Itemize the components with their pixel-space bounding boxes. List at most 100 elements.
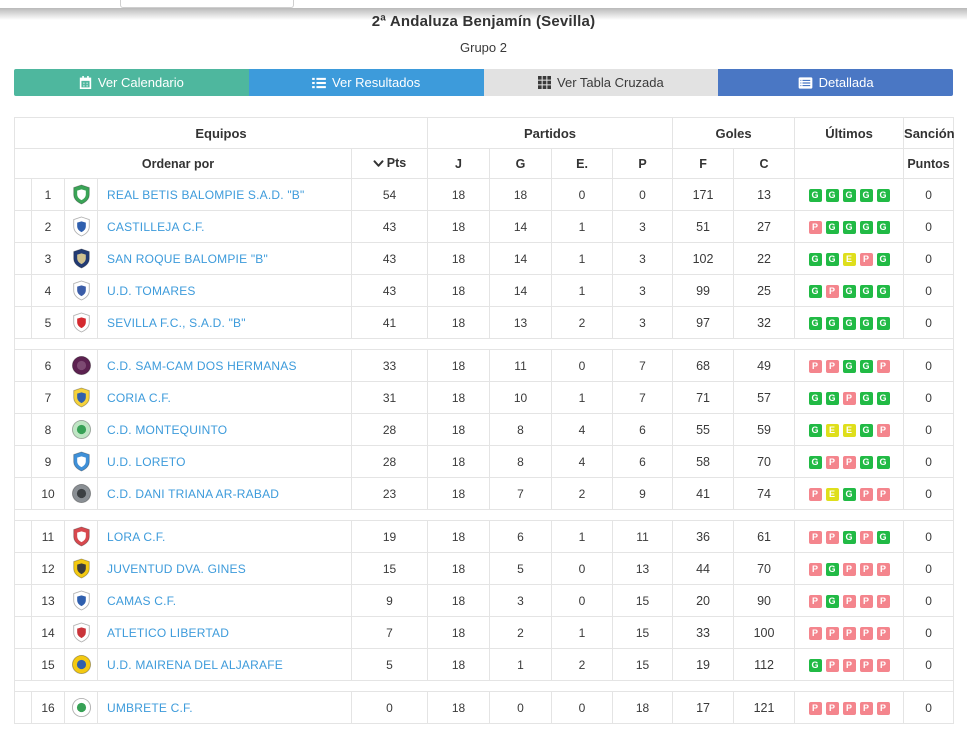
team-link[interactable]: CORIA C.F.	[107, 390, 172, 405]
p-cell: 3	[612, 306, 674, 339]
team-link[interactable]: C.D. SAM-CAM DOS HERMANAS	[107, 358, 297, 373]
j-cell: 18	[427, 445, 491, 478]
form-badge-p: P	[808, 701, 822, 715]
team-link[interactable]: LORA C.F.	[107, 529, 166, 544]
team-crest-icon	[72, 216, 91, 237]
c-cell: 74	[733, 477, 796, 510]
team-link[interactable]: ATLETICO LIBERTAD	[107, 625, 230, 640]
form-badge-p: P	[859, 530, 873, 544]
g-cell: 8	[489, 413, 553, 446]
c-cell: 70	[733, 552, 796, 585]
form-badge-p: P	[825, 455, 839, 469]
table-row: 5 SEVILLA F.C., S.A.D. "B" 41 18 13 2 3 …	[14, 306, 955, 339]
ordenar-por-label: Ordenar por	[14, 148, 352, 179]
col-j-header: J	[427, 148, 491, 179]
e-cell: 2	[551, 306, 614, 339]
form-badge-g: G	[842, 487, 856, 501]
standings-table: Equipos Partidos Goles Últimos Sanción O…	[13, 117, 955, 724]
team-link[interactable]: U.D. TOMARES	[107, 283, 196, 298]
team-link[interactable]: U.D. MAIRENA DEL ALJARAFE	[107, 657, 283, 672]
sort-pts-header[interactable]: Pts	[350, 148, 429, 179]
view-toolbar: Ver Calendario Ver Resultados Ver Tabla …	[14, 69, 953, 96]
table-row: 15 U.D. MAIRENA DEL ALJARAFE 5 18 1 2 15…	[14, 648, 955, 681]
team-link[interactable]: SEVILLA F.C., S.A.D. "B"	[107, 315, 246, 330]
row-spacer-cell	[14, 306, 32, 339]
sancion-cell: 0	[903, 381, 955, 414]
f-cell: 97	[672, 306, 735, 339]
sancion-cell: 0	[903, 520, 955, 553]
p-cell: 15	[612, 584, 674, 617]
form-badge-g: G	[808, 391, 822, 405]
team-link[interactable]: C.D. DANI TRIANA AR-RABAD	[107, 486, 280, 501]
ver-resultados-button[interactable]: Ver Resultados	[248, 69, 484, 96]
j-cell: 18	[427, 477, 491, 510]
g-cell: 3	[489, 584, 553, 617]
team-link[interactable]: CAMAS C.F.	[107, 593, 177, 608]
j-cell: 18	[427, 584, 491, 617]
f-cell: 68	[672, 349, 735, 382]
detallada-button[interactable]: Detallada	[718, 69, 953, 96]
col-ultimos-empty-header	[794, 148, 905, 179]
table-row: 14 ATLETICO LIBERTAD 7 18 2 1 15 33 100 …	[14, 616, 955, 649]
list-icon	[312, 77, 326, 89]
position-cell: 8	[31, 413, 65, 446]
position-cell: 2	[31, 210, 65, 243]
form-badge-g: G	[808, 252, 822, 266]
form-badge-e: E	[842, 423, 856, 437]
pts-cell: 9	[350, 584, 429, 617]
form-badge-p: P	[876, 423, 890, 437]
team-link[interactable]: UMBRETE C.F.	[107, 700, 193, 715]
team-crest-icon	[72, 622, 91, 643]
e-cell: 4	[551, 413, 614, 446]
team-link[interactable]: CASTILLEJA C.F.	[107, 219, 205, 234]
form-badge-p: P	[876, 658, 890, 672]
e-cell: 1	[551, 616, 614, 649]
table-row: 6 C.D. SAM-CAM DOS HERMANAS 33 18 11 0 7…	[14, 349, 955, 382]
team-link[interactable]: C.D. MONTEQUINTO	[107, 422, 228, 437]
team-link[interactable]: REAL BETIS BALOMPIE S.A.D. "B"	[107, 187, 305, 202]
pts-cell: 7	[350, 616, 429, 649]
e-cell: 1	[551, 381, 614, 414]
form-badge-g: G	[876, 316, 890, 330]
form-badge-p: P	[842, 455, 856, 469]
team-crest-icon	[72, 280, 91, 301]
crest-cell	[64, 242, 98, 275]
g-cell: 1	[489, 648, 553, 681]
pts-cell: 28	[350, 445, 429, 478]
ver-tabla-cruzada-button[interactable]: Ver Tabla Cruzada	[483, 69, 719, 96]
team-name-cell: ATLETICO LIBERTAD	[97, 616, 352, 649]
p-cell: 3	[612, 274, 674, 307]
ver-resultados-label: Ver Resultados	[332, 75, 421, 90]
partial-dropdown[interactable]	[120, 0, 294, 8]
form-badge-g: G	[842, 316, 856, 330]
team-link[interactable]: JUVENTUD DVA. GINES	[107, 561, 246, 576]
sancion-cell: 0	[903, 691, 955, 724]
crest-cell	[64, 413, 98, 446]
form-badge-g: G	[808, 188, 822, 202]
team-link[interactable]: SAN ROQUE BALOMPIE "B"	[107, 251, 268, 266]
form-badge-g: G	[859, 391, 873, 405]
g-cell: 6	[489, 520, 553, 553]
form-badge-p: P	[859, 658, 873, 672]
team-name-cell: U.D. TOMARES	[97, 274, 352, 307]
c-cell: 57	[733, 381, 796, 414]
team-name-cell: LORA C.F.	[97, 520, 352, 553]
list-alt-icon	[798, 76, 813, 89]
group-separator	[13, 509, 955, 521]
j-cell: 18	[427, 552, 491, 585]
p-cell: 9	[612, 477, 674, 510]
form-badge-p: P	[842, 391, 856, 405]
f-cell: 171	[672, 178, 735, 211]
crest-cell	[64, 381, 98, 414]
j-cell: 18	[427, 349, 491, 382]
pts-header-label: Pts	[386, 156, 407, 170]
ver-calendario-button[interactable]: Ver Calendario	[14, 69, 249, 96]
pts-cell: 19	[350, 520, 429, 553]
team-link[interactable]: U.D. LORETO	[107, 454, 186, 469]
form-badge-p: P	[859, 562, 873, 576]
form-badge-g: G	[825, 252, 839, 266]
form-badge-p: P	[876, 626, 890, 640]
